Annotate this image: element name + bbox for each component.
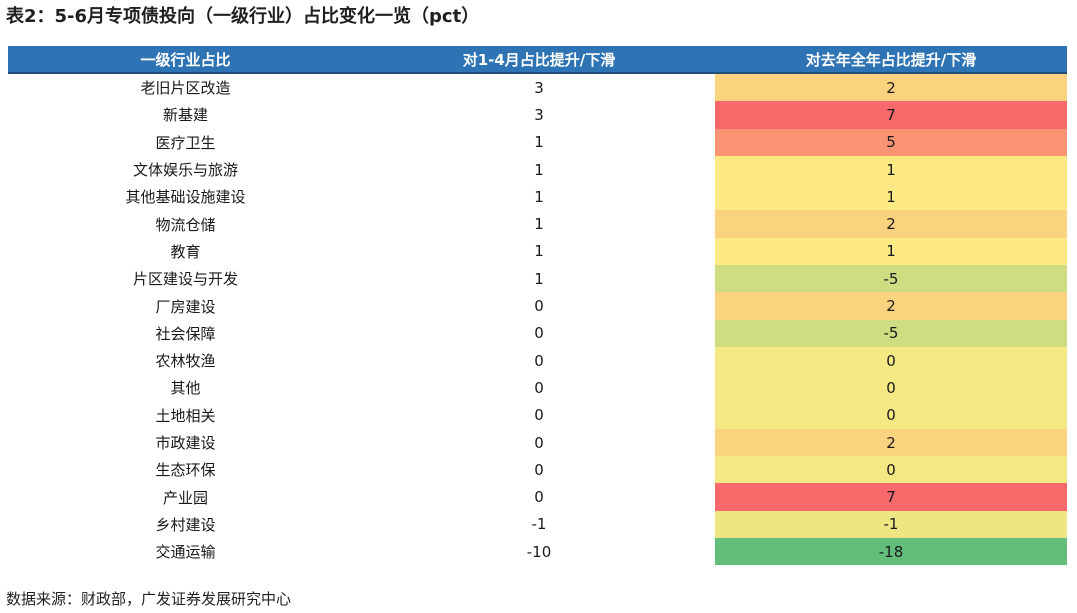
vs-last-year-cell: 7 [715,101,1067,129]
vs-jan-apr-cell: 3 [534,78,544,97]
vs-jan-apr-cell: 0 [534,378,544,397]
vs-jan-apr-cell: 3 [534,105,544,124]
source-note: 数据来源：财政部，广发证券发展研究中心 [6,590,292,608]
table-row: 医疗卫生 1 5 [8,128,1067,156]
vs-last-year-cell: -5 [715,265,1067,293]
industry-cell: 片区建设与开发 [132,270,238,289]
vs-jan-apr-cell: 0 [534,297,544,316]
vs-last-year-cell: -1 [715,510,1067,539]
vs-last-year-cell: 0 [715,374,1067,402]
vs-jan-apr-cell: 1 [534,160,544,179]
industry-cell: 文体娱乐与旅游 [132,161,238,180]
industry-cell: 交通运输 [155,543,216,562]
table-row: 交通运输 -10 -18 [8,538,1067,566]
vs-jan-apr-cell: 0 [534,488,544,507]
table-row: 老旧片区改造 3 2 [8,73,1067,102]
table-row: 生态环保 0 0 [8,456,1067,484]
vs-last-year-cell: 7 [715,483,1067,511]
vs-last-year-cell: -5 [715,319,1067,347]
vs-jan-apr-cell: -10 [526,542,552,561]
vs-jan-apr-cell: 1 [534,269,544,288]
table-row: 其他 0 0 [8,374,1067,402]
table-row: 物流仓储 1 2 [8,210,1067,238]
vs-last-year-cell: 2 [715,210,1067,238]
table-row: 乡村建设 -1 -1 [8,510,1067,539]
table-row: 其他基础设施建设 1 1 [8,183,1067,211]
industry-change-table: 一级行业占比 对1-4月占比提升/下滑 对去年全年占比提升/下滑 老旧片区改造 3… [8,46,1067,566]
industry-cell: 其他 [170,379,201,398]
industry-cell: 农林牧渔 [155,352,216,371]
table-row: 教育 1 1 [8,237,1067,266]
vs-jan-apr-cell: 0 [534,433,544,452]
vs-last-year-cell: -18 [715,538,1067,566]
industry-cell: 土地相关 [155,406,216,425]
vs-jan-apr-cell: 1 [534,215,544,234]
table-row: 厂房建设 0 2 [8,292,1067,320]
vs-last-year-cell: 1 [715,155,1067,184]
table-row: 土地相关 0 0 [8,401,1067,429]
vs-last-year-cell: 0 [715,456,1067,484]
industry-cell: 乡村建设 [155,515,216,534]
header-industry: 一级行业占比 [8,46,363,74]
table-row: 片区建设与开发 1 -5 [8,265,1067,293]
header-vs-last-year: 对去年全年占比提升/下滑 [715,46,1067,74]
vs-jan-apr-cell: 0 [534,406,544,425]
industry-cell: 厂房建设 [155,297,216,316]
vs-jan-apr-cell: 1 [534,242,544,261]
industry-cell: 物流仓储 [155,215,216,234]
vs-last-year-cell: 2 [715,292,1067,320]
table-row: 文体娱乐与旅游 1 1 [8,155,1067,184]
industry-cell: 新基建 [162,106,208,125]
vs-last-year-cell: 1 [715,183,1067,211]
industry-cell: 教育 [170,242,201,261]
industry-cell: 社会保障 [155,324,216,343]
table-row: 市政建设 0 2 [8,428,1067,457]
vs-jan-apr-cell: 0 [534,324,544,343]
industry-cell: 产业园 [162,488,208,507]
vs-jan-apr-cell: -1 [531,515,547,534]
vs-last-year-cell: 2 [715,428,1067,457]
industry-cell: 老旧片区改造 [140,79,231,98]
table-row: 产业园 0 7 [8,483,1067,511]
industry-cell: 其他基础设施建设 [125,188,246,207]
vs-jan-apr-cell: 0 [534,351,544,370]
vs-jan-apr-cell: 1 [534,187,544,206]
table-row: 社会保障 0 -5 [8,319,1067,347]
vs-jan-apr-cell: 0 [534,460,544,479]
vs-last-year-cell: 5 [715,128,1067,156]
header-vs-jan-apr: 对1-4月占比提升/下滑 [363,46,715,74]
vs-last-year-cell: 1 [715,237,1067,266]
vs-last-year-cell: 2 [715,73,1067,102]
vs-last-year-cell: 0 [715,401,1067,429]
vs-jan-apr-cell: 1 [534,133,544,152]
table-header-row: 一级行业占比 对1-4月占比提升/下滑 对去年全年占比提升/下滑 [8,46,1067,74]
industry-cell: 医疗卫生 [155,133,216,152]
vs-last-year-cell: 0 [715,346,1067,375]
table-row: 农林牧渔 0 0 [8,346,1067,375]
industry-cell: 市政建设 [155,434,216,452]
table-title: 表2：5-6月专项债投向（一级行业）占比变化一览（pct） [6,6,480,27]
industry-cell: 生态环保 [155,461,216,480]
table-row: 新基建 3 7 [8,101,1067,129]
